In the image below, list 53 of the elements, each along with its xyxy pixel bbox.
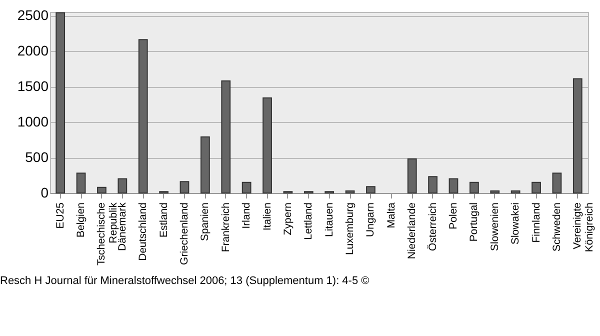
x-tick-label: Lettland	[302, 202, 315, 240]
text: Resch H Journal für Mineralstoffwechsel 2006; 13 (Supplementum 1): 4-5 ©	[0, 275, 370, 288]
x-tick-label: Schweden	[550, 202, 563, 252]
bar	[97, 186, 106, 194]
x-tick-label: Niederlande	[406, 202, 418, 260]
bar	[470, 182, 479, 194]
x-tick-label: Spanien	[199, 202, 212, 242]
x-tick-label: Estland	[158, 202, 170, 238]
bar	[366, 186, 376, 194]
bar	[118, 178, 128, 194]
x-tick-label: EU25	[54, 202, 66, 229]
bar	[200, 136, 210, 194]
bar	[552, 172, 562, 194]
x-tick-label: Frankreich	[220, 202, 232, 252]
y-tick-label: 1000	[17, 114, 49, 130]
x-tick-label: Slowakei	[510, 202, 522, 245]
x-tick-label: Deutschland	[137, 202, 150, 261]
bar	[180, 181, 190, 194]
x-tick-label: Griechenland	[178, 202, 190, 265]
bar	[345, 190, 355, 194]
x-tick-label: Dänemark	[116, 202, 128, 251]
bar	[76, 172, 86, 194]
bar	[448, 178, 458, 194]
x-tick-label: Slowenien	[488, 202, 501, 251]
y-tick-label: 500	[25, 149, 49, 166]
x-tick-label: Zypern	[282, 202, 294, 236]
bar	[56, 12, 66, 194]
bar	[572, 78, 582, 194]
y-tick-label: 2500	[17, 7, 49, 24]
bar	[407, 158, 417, 194]
bar	[490, 190, 500, 194]
x-tick-label: Polen	[448, 202, 460, 230]
x-tick-label: Italien	[261, 202, 274, 231]
x-tick-label: Litauen	[323, 202, 336, 237]
bar	[221, 80, 231, 194]
bar	[262, 97, 272, 194]
bar	[428, 176, 438, 194]
x-tick-label: Ungarn	[364, 202, 377, 237]
bar	[532, 182, 541, 194]
y-tick-label: 1500	[17, 78, 49, 94]
x-tick-label: Belgien	[75, 202, 88, 238]
bar	[242, 182, 252, 194]
x-tick-label: Finnland	[530, 202, 542, 243]
x-tick-label: Luxemburg	[344, 202, 356, 256]
y-tick-label: 2000	[17, 42, 49, 59]
y-tick-label: 0	[40, 184, 49, 200]
bar	[138, 39, 148, 194]
x-tick-label: Malta	[385, 202, 398, 228]
x-tick-label: Österreich	[426, 202, 439, 251]
bar	[510, 190, 520, 194]
x-tick-label: Irland	[240, 202, 253, 229]
x-tick-label: Vereinigte Königreich	[572, 202, 596, 252]
x-tick-label: Portugal	[468, 202, 480, 242]
